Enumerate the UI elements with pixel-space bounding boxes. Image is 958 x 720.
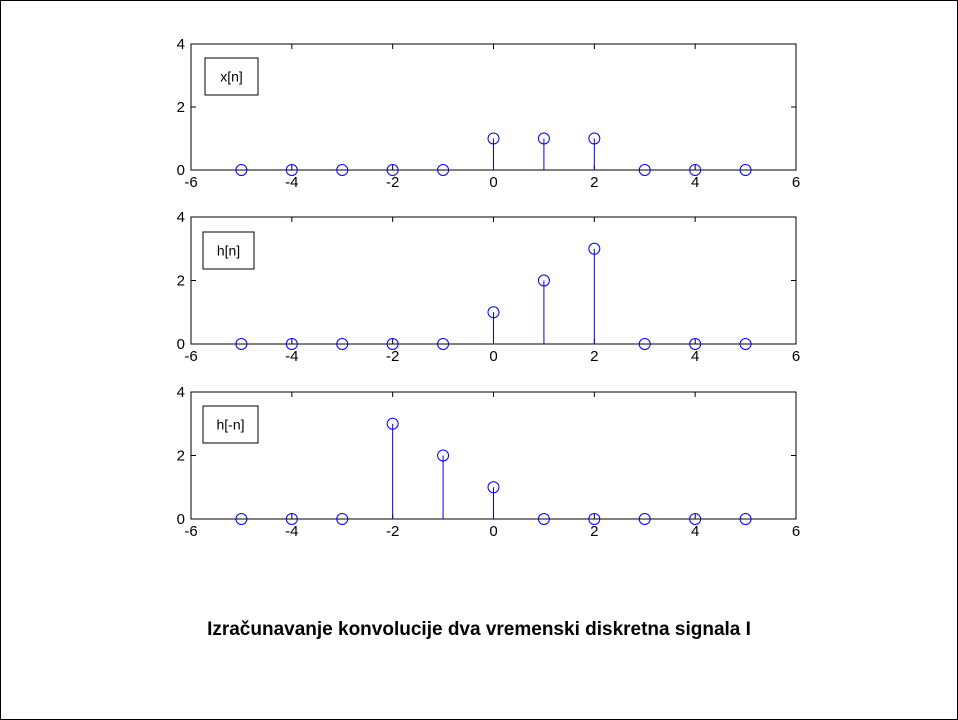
legend-label: h[-n] bbox=[216, 417, 244, 433]
x-tick-label: -2 bbox=[386, 174, 399, 191]
stem-marker bbox=[739, 164, 752, 176]
x-tick-label: 4 bbox=[691, 174, 699, 191]
stem-marker bbox=[739, 338, 752, 350]
y-tick-label: 0 bbox=[177, 162, 185, 179]
stem-marker bbox=[336, 338, 349, 350]
x-tick-label: -4 bbox=[285, 523, 298, 540]
slide-caption: Izračunavanje konvolucije dva vremenski … bbox=[207, 619, 751, 640]
stem-marker bbox=[235, 338, 248, 350]
x-tick-label: 4 bbox=[691, 523, 699, 540]
x-tick-label: -4 bbox=[285, 174, 298, 191]
y-tick-label: 4 bbox=[177, 209, 185, 226]
legend-label: x[n] bbox=[220, 69, 243, 85]
stem-marker bbox=[386, 164, 399, 176]
y-tick-label: 2 bbox=[177, 448, 185, 465]
legend-box bbox=[204, 57, 259, 96]
x-tick-label: 0 bbox=[489, 348, 497, 365]
stem-marker bbox=[638, 513, 651, 525]
stem-marker bbox=[285, 338, 298, 350]
y-tick-label: 0 bbox=[177, 511, 185, 528]
x-tick-label: 6 bbox=[792, 523, 800, 540]
x-tick-label: -2 bbox=[386, 348, 399, 365]
legend-label: h[n] bbox=[217, 243, 240, 259]
stem-marker bbox=[285, 513, 298, 525]
x-tick-label: -4 bbox=[285, 348, 298, 365]
stem-marker bbox=[638, 164, 651, 176]
stem-marker bbox=[235, 164, 248, 176]
x-tick-label: 6 bbox=[792, 348, 800, 365]
x-tick-label: 6 bbox=[792, 174, 800, 191]
stem-marker bbox=[689, 164, 702, 176]
stem-marker bbox=[386, 417, 399, 430]
legend-box bbox=[202, 231, 255, 270]
stem-marker bbox=[235, 513, 248, 525]
x-tick-label: 2 bbox=[590, 523, 598, 540]
plot-panel-3: -6 -4 -2 0 2 4 6 0 2 4 h[-n] bbox=[177, 384, 801, 540]
x-tick-label: -2 bbox=[386, 523, 399, 540]
y-tick-label: 2 bbox=[177, 99, 185, 116]
stem-marker bbox=[487, 481, 500, 494]
stem-marker bbox=[336, 513, 349, 525]
stem-marker bbox=[285, 164, 298, 176]
stem-marker bbox=[638, 338, 651, 350]
stem-marker bbox=[689, 338, 702, 350]
x-tick-label: 4 bbox=[691, 348, 699, 365]
y-tick-label: 4 bbox=[177, 36, 185, 53]
y-tick-label: 0 bbox=[177, 336, 185, 353]
stem-marker bbox=[437, 164, 450, 176]
y-tick-label: 2 bbox=[177, 273, 185, 290]
stem-marker bbox=[588, 513, 601, 525]
stem-marker bbox=[386, 338, 399, 350]
y-tick-label: 4 bbox=[177, 384, 185, 401]
x-tick-label: 0 bbox=[489, 174, 497, 191]
plot-panel-1: -6 -4 -2 0 2 4 6 0 2 4 x[n] bbox=[177, 36, 801, 191]
legend-box bbox=[202, 405, 259, 444]
stem-marker bbox=[437, 338, 450, 350]
x-tick-label: 2 bbox=[590, 348, 598, 365]
stem-marker bbox=[588, 132, 601, 145]
stem-marker bbox=[588, 242, 601, 255]
stem-marker bbox=[537, 274, 550, 287]
x-tick-label: 0 bbox=[489, 523, 497, 540]
stem-marker bbox=[487, 132, 500, 145]
stem-marker bbox=[437, 449, 450, 462]
stem-marker bbox=[336, 164, 349, 176]
plot-panel-2: -6 -4 -2 0 2 4 6 0 2 4 h[n] bbox=[177, 209, 801, 365]
stem-marker bbox=[689, 513, 702, 525]
stem-marker bbox=[739, 513, 752, 525]
stem-marker bbox=[487, 306, 500, 319]
x-tick-label: -6 bbox=[184, 523, 197, 540]
stem-marker bbox=[537, 132, 550, 145]
stem-marker bbox=[537, 513, 550, 525]
x-tick-label: 2 bbox=[590, 174, 598, 191]
x-tick-label: -6 bbox=[184, 348, 197, 365]
x-tick-label: -6 bbox=[184, 174, 197, 191]
